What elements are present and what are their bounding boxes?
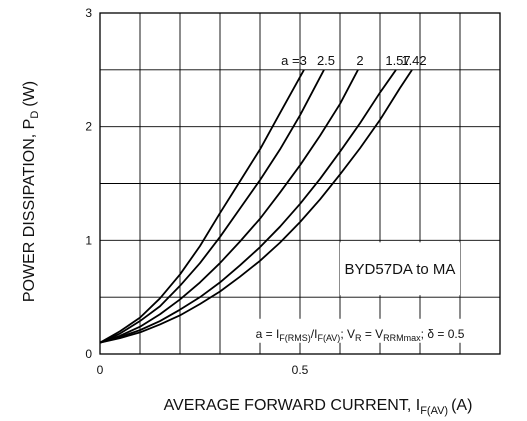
y-tick-label: 2 bbox=[85, 120, 92, 134]
series-label-3: 2 bbox=[356, 53, 363, 68]
y-axis-label-main: POWER DISSIPATION, P bbox=[21, 119, 38, 302]
series-line-2 bbox=[99, 69, 325, 344]
y-axis-label-unit: (W) bbox=[21, 81, 38, 107]
formula-vrrm-sub: RRMmax bbox=[383, 333, 421, 343]
plot-frame bbox=[99, 12, 501, 355]
series-line-4 bbox=[99, 69, 397, 344]
series-line-5 bbox=[99, 69, 413, 344]
annotation-box bbox=[340, 242, 460, 296]
series-label-5: 1.42 bbox=[401, 53, 426, 68]
series-label-2: 2.5 bbox=[317, 53, 335, 68]
formula-vr-sub: R bbox=[355, 333, 362, 343]
series-label-1: a =3 bbox=[281, 53, 307, 68]
x-axis-label-sub: F(AV) bbox=[420, 405, 448, 417]
series-line-3 bbox=[99, 69, 359, 344]
y-tick-label: 1 bbox=[85, 233, 92, 247]
formula-annotation: a = IF(RMS)/IF(AV); VR = VRRMmax; δ = 0.… bbox=[256, 327, 465, 343]
y-axis-label-sub: D bbox=[29, 111, 41, 119]
x-tick-label: 0.5 bbox=[292, 363, 309, 377]
x-axis-label-main: AVERAGE FORWARD CURRENT, I bbox=[164, 397, 421, 414]
device-annotation: BYD57DA to MA bbox=[345, 261, 456, 278]
formula-delta: ; δ = 0.5 bbox=[421, 327, 465, 341]
formula-iav-sub: F(AV) bbox=[317, 333, 340, 343]
grid-lines bbox=[100, 13, 500, 354]
x-tick-label: 0 bbox=[97, 363, 104, 377]
formula-irms-sub: F(RMS) bbox=[279, 333, 311, 343]
series-line-1 bbox=[99, 69, 305, 344]
formula-slash: /I bbox=[311, 327, 318, 341]
y-axis-label: POWER DISSIPATION, PD (W) bbox=[21, 81, 41, 302]
tick-labels: 0 0.5 0 1 2 3 bbox=[85, 6, 308, 377]
x-axis-label-unit: (A) bbox=[451, 397, 472, 414]
formula-box bbox=[222, 318, 496, 343]
series-labels: a =3 2.5 2 1.571.42 bbox=[281, 53, 426, 68]
y-tick-label: 0 bbox=[85, 347, 92, 361]
series-label-4: 1.57 bbox=[385, 53, 410, 68]
formula-a: a = I bbox=[256, 327, 280, 341]
formula-eq: = V bbox=[361, 327, 383, 341]
formula-vr: ; V bbox=[340, 327, 355, 341]
y-tick-label: 3 bbox=[85, 6, 92, 20]
series-lines bbox=[99, 69, 413, 344]
x-axis-label: AVERAGE FORWARD CURRENT, IF(AV) (A) bbox=[164, 397, 473, 417]
